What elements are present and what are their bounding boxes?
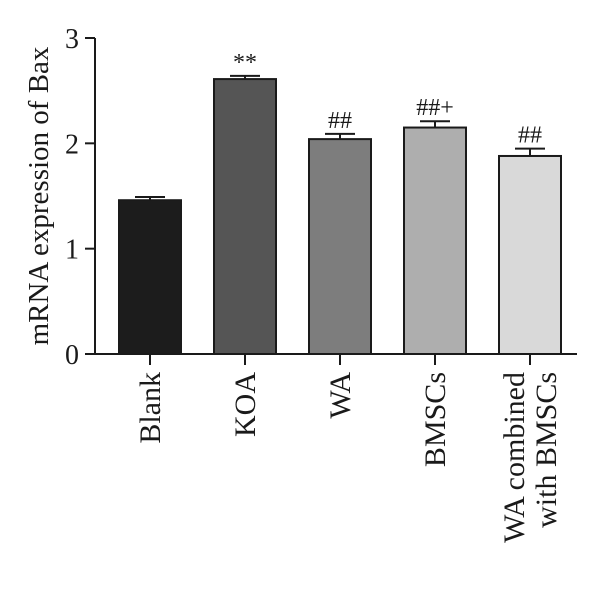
x-tick-label: Blank — [134, 372, 167, 444]
y-ticks: 0 1 2 3 — [65, 24, 95, 371]
y-tick-label: 2 — [65, 129, 79, 160]
significance-labels: ** ## ##+ ## — [233, 50, 542, 149]
error-bars — [135, 74, 545, 201]
x-tick-labels: Blank KOA WA BMSCs WA combined with BMSCs — [134, 354, 563, 543]
error-bar — [420, 120, 450, 128]
y-tick-label: 0 — [65, 340, 79, 371]
y-axis-title: mRNA expression of Bax — [23, 46, 55, 345]
error-bar — [515, 147, 545, 156]
bar — [118, 199, 182, 355]
y-tick-label: 3 — [65, 24, 79, 55]
bar — [213, 78, 277, 356]
error-bar — [230, 74, 260, 80]
significance-label: ## — [518, 123, 542, 149]
error-bar — [135, 196, 165, 201]
y-tick-label: 1 — [65, 235, 79, 266]
significance-label: ##+ — [416, 95, 454, 121]
x-tick-label: BMSCs — [419, 372, 452, 467]
x-tick-label: WA combined — [498, 372, 531, 543]
x-tick-label: KOA — [229, 372, 262, 437]
error-bar — [325, 132, 355, 140]
bar — [308, 138, 372, 355]
significance-label: ** — [233, 50, 257, 76]
x-tick-label: with BMSCs — [530, 372, 563, 528]
bar — [403, 126, 467, 355]
bar — [498, 154, 562, 355]
x-tick-label: WA — [324, 372, 357, 419]
significance-label: ## — [328, 108, 352, 134]
